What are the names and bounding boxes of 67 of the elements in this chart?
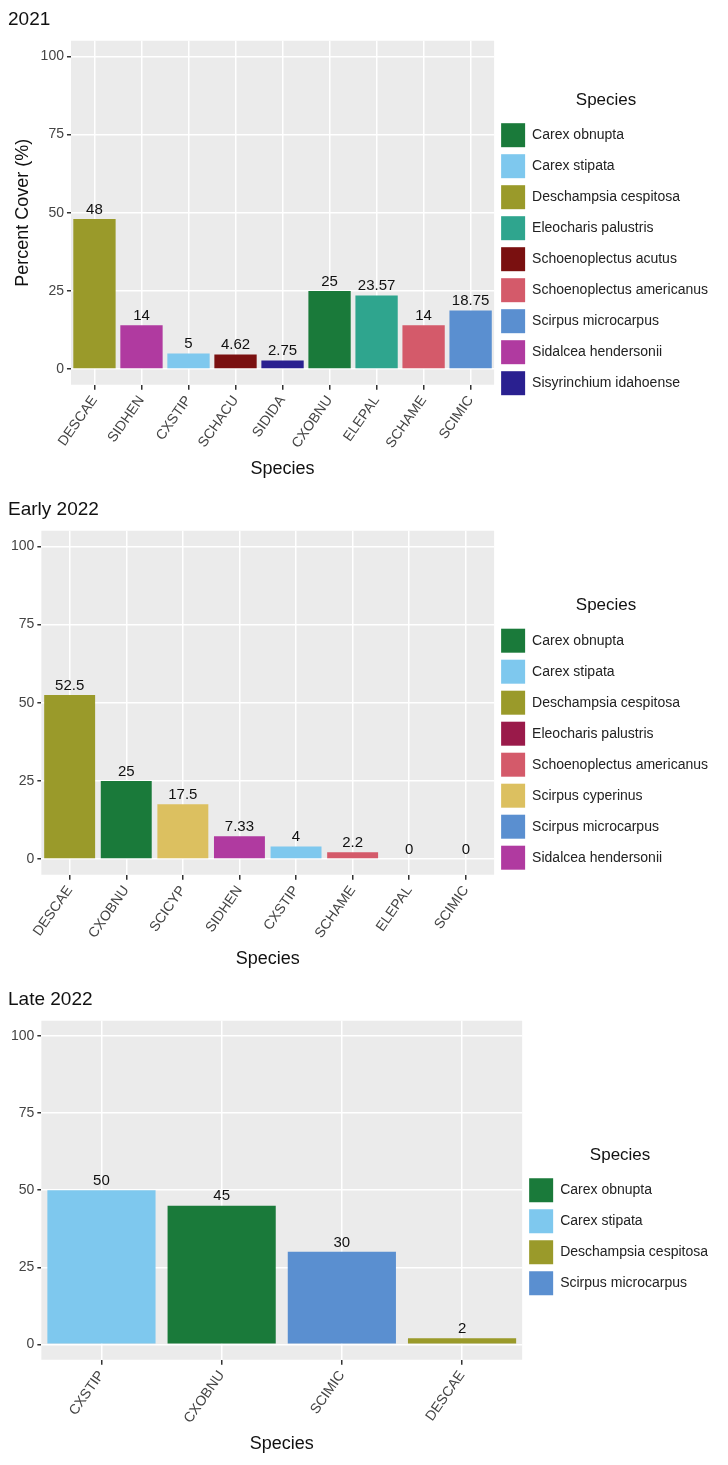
y-tick-label: 25 [48,281,65,298]
legend-label: Scirpus microcarpus [532,817,659,834]
chart-title: 2021 [8,7,51,29]
y-tick-label: 100 [11,1027,35,1044]
legend-label: Sisyrinchium idahoense [532,374,681,391]
legend-label: Carex obnupta [532,631,625,648]
data-label: 7.33 [224,816,255,834]
legend-title: Species [575,89,637,109]
data-label: 17.5 [168,785,198,802]
legend-label: Carex stipata [532,157,615,174]
data-label: 48 [86,199,103,217]
legend-label: Deschampsia cespitosa [532,188,681,205]
legend-label: Schoenoplectus americanus [532,281,709,298]
data-label: 45 [213,1186,230,1204]
y-tick-label: 25 [18,1258,35,1275]
y-tick-label: 75 [48,125,65,142]
data-label: 2.75 [267,341,298,359]
legend-label: Carex obnupta [532,126,625,143]
y-tick-label: 50 [18,693,35,710]
legend-label: Scirpus cyperinus [532,786,643,803]
legend-label: Scirpus microcarpus [560,1274,687,1291]
data-label: 2.2 [342,832,364,850]
y-tick-label: 50 [48,203,65,220]
x-axis-title: Species [250,458,315,479]
data-label: 25 [117,761,135,779]
data-label: 0 [405,839,414,857]
legend-label: Eleocharis palustris [532,724,654,741]
legend-label: Sidalcea hendersonii [532,343,663,360]
data-label: 5 [184,334,193,352]
data-label: 14 [133,305,150,323]
legend-label: Carex stipata [560,1212,643,1229]
chart-title: Early 2022 [8,497,99,519]
legend-label: Deschampsia cespitosa [560,1243,709,1260]
legend-label: Schoenoplectus americanus [532,755,709,772]
y-tick-label: 0 [56,359,65,376]
x-axis-title: Species [235,948,300,969]
y-tick-label: 50 [18,1181,35,1198]
chart-title: Late 2022 [8,987,93,1009]
data-label: 52.5 [55,675,85,693]
legend-label: Schoenoplectus acutus [532,250,677,267]
legend-label: Eleocharis palustris [532,219,654,236]
y-tick-label: 75 [18,615,35,632]
data-label: 50 [93,1170,110,1188]
x-axis-title: Species [249,1433,314,1454]
data-label: 18.75 [451,291,490,309]
legend-label: Scirpus microcarpus [532,312,659,329]
y-tick-label: 100 [11,537,35,554]
y-axis-title: Percent Cover (%) [11,138,32,287]
y-tick-label: 0 [26,1335,35,1352]
data-label: 2 [457,1318,467,1336]
y-tick-label: 100 [40,47,65,64]
legend-label: Deschampsia cespitosa [532,693,681,710]
y-tick-label: 0 [26,849,35,866]
legend-label: Carex stipata [532,662,615,679]
data-label: 0 [461,839,470,857]
data-label: 14 [415,305,432,323]
legend-title: Species [575,595,637,615]
legend-label: Sidalcea hendersonii [532,848,663,865]
data-label: 23.57 [357,276,396,294]
legend-title: Species [589,1144,651,1164]
data-label: 25 [321,271,338,289]
data-label: 4 [291,827,301,845]
y-tick-label: 25 [18,771,35,788]
y-tick-label: 75 [18,1104,35,1121]
data-label: 30 [333,1232,351,1250]
data-label: 4.62 [220,335,251,353]
legend-label: Carex obnupta [560,1181,653,1198]
